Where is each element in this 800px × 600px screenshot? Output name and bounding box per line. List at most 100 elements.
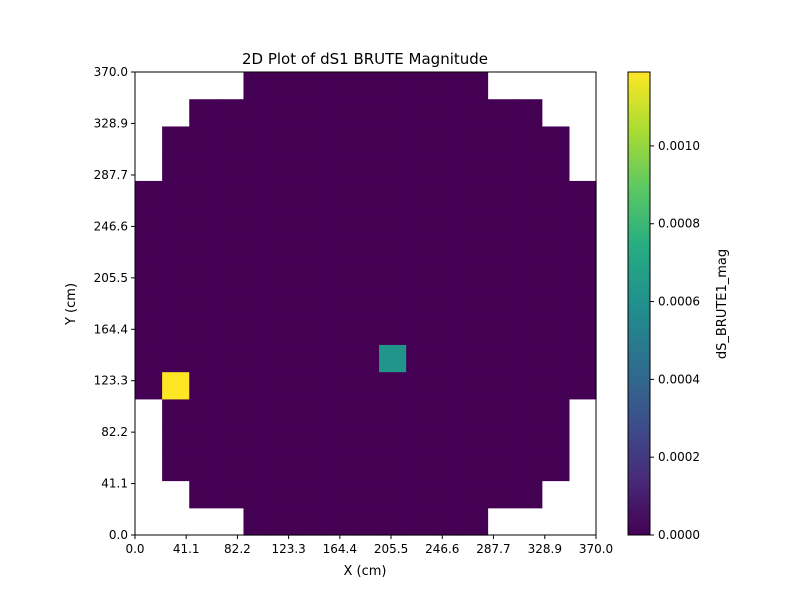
heatmap-cell [379,99,407,128]
heatmap-cell [189,398,217,427]
heatmap-cell [541,426,570,454]
heatmap-cell [406,426,434,454]
heatmap-cell [135,344,163,373]
heatmap-hotspot [162,371,190,400]
heatmap-cell [216,126,245,155]
heatmap-cell [270,371,299,400]
heatmap-cell [162,235,190,264]
heatmap-cell [270,480,299,509]
heatmap-cell [216,344,245,373]
heatmap-cell [270,289,299,318]
heatmap-cell [433,126,462,155]
heatmap-cell [514,480,543,509]
x-tick-label: 123.3 [271,542,305,556]
heatmap-cell [189,480,217,509]
heatmap-cell [379,180,407,209]
heatmap-cell [460,153,489,182]
heatmap-cell [270,99,299,128]
heatmap-cell [406,289,434,318]
heatmap-cell [270,453,299,482]
heatmap-cell [487,289,516,318]
heatmap-cell [379,371,407,400]
heatmap-cell [270,344,299,373]
heatmap-cell [433,453,462,482]
heatmap-cell [487,371,516,400]
heatmap-cell [324,180,353,209]
heatmap-cell [406,371,434,400]
heatmap-cell [243,289,272,318]
heatmap-cell [460,289,489,318]
y-tick-label: 82.2 [101,425,128,439]
heatmap-cell [189,371,217,400]
heatmap-cell [135,371,163,400]
heatmap-cell [514,371,543,400]
y-tick-label: 164.4 [94,322,128,336]
heatmap-cell [433,153,462,182]
heatmap-cell [514,208,543,237]
heatmap-cell [568,235,597,264]
heatmap-cell [162,344,190,373]
heatmap-cell [216,99,245,128]
heatmap-cell [406,317,434,345]
heatmap-cell [351,398,380,427]
heatmap-cell [460,344,489,373]
heatmap-cell [460,235,489,264]
heatmap-cell [406,126,434,155]
heatmap-cell [487,344,516,373]
heatmap-cell [487,453,516,482]
heatmap-cell [379,453,407,482]
colorbar-tick-label: 0.0000 [658,528,700,542]
heatmap-cell [270,507,299,536]
heatmap-cell [297,507,326,536]
heatmap-cell [433,235,462,264]
heatmap-cell [243,180,272,209]
heatmap-cell [351,262,380,291]
y-axis-label: Y (cm) [64,283,79,326]
heatmap-cell [433,208,462,237]
heatmap-cell [324,426,353,454]
heatmap-cell [514,453,543,482]
heatmap-cell [243,262,272,291]
heatmap-cell [162,208,190,237]
heatmap-cell [460,71,489,100]
heatmap-cell [460,99,489,128]
heatmap-cell [243,344,272,373]
heatmap-cell [541,153,570,182]
heatmap-cell [433,71,462,100]
heatmap-cell [541,371,570,400]
x-tick-label: 205.5 [374,542,408,556]
heatmap-cell [243,71,272,100]
heatmap-cell [243,507,272,536]
heatmap-cell [270,153,299,182]
heatmap-cell [270,180,299,209]
heatmap-cell [162,262,190,291]
heatmap-cell [406,71,434,100]
heatmap-cell [162,453,190,482]
axes: 0.0 41.1 82.2 123.3 164.4 205.5 246.6 287.7 328.… [94,65,614,556]
heatmap-cell [270,398,299,427]
heatmap-cell [243,480,272,509]
heatmap-cell [351,208,380,237]
heatmap-cell [297,453,326,482]
heatmap-cell [189,208,217,237]
heatmap-cell [324,344,353,373]
heatmap-cell [216,289,245,318]
heatmap-cell [460,453,489,482]
heatmap-cell [406,208,434,237]
heatmap-cell [351,180,380,209]
heatmap-cell [351,344,380,373]
heatmap-cell [297,208,326,237]
heatmap-cell [324,71,353,100]
heatmap-cell [351,153,380,182]
heatmap-cell [351,317,380,345]
heatmap-cell [541,453,570,482]
x-tick-label: 370.0 [579,542,613,556]
heatmap-cell [216,426,245,454]
heatmap-cell [297,153,326,182]
x-tick-label: 246.6 [425,542,459,556]
heatmap-cell [216,208,245,237]
heatmap-cell [460,180,489,209]
heatmap-cell [433,180,462,209]
heatmap-cell [433,480,462,509]
colorbar-tick-label: 0.0006 [658,295,700,309]
